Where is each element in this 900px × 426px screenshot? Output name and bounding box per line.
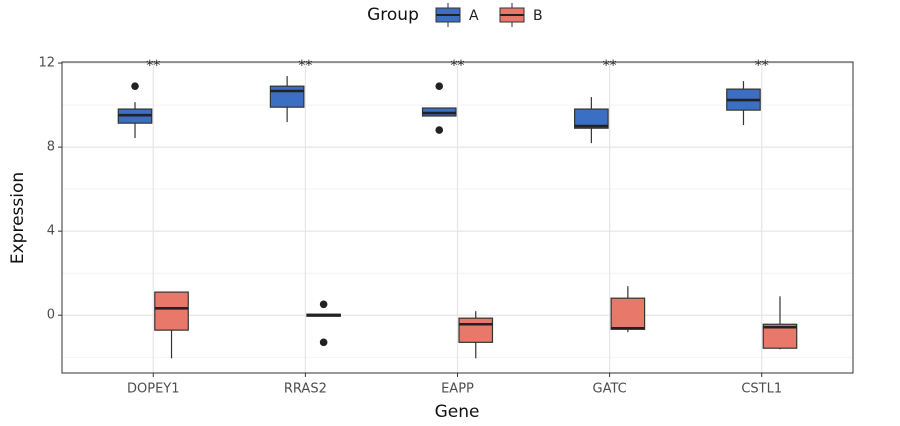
significance-label: ** — [451, 58, 465, 74]
y-tick-label: 0 — [47, 308, 55, 323]
y-tick-label: 12 — [38, 56, 55, 71]
x-tick-label: RRAS2 — [284, 382, 327, 397]
significance-label: ** — [755, 58, 769, 74]
significance-label: ** — [603, 58, 617, 74]
box — [458, 317, 494, 343]
y-tick-label: 8 — [47, 140, 55, 155]
x-tick-label: CSTL1 — [741, 382, 782, 397]
x-tick-label: GATC — [593, 382, 627, 397]
legend-label: B — [533, 8, 543, 24]
x-tick-label: DOPEY1 — [127, 382, 180, 397]
legend-title: Group — [367, 5, 419, 25]
significance-label: ** — [146, 58, 160, 74]
significance-label: ** — [298, 58, 312, 74]
box — [610, 297, 646, 330]
box — [154, 291, 189, 331]
outlier — [319, 300, 328, 309]
outlier — [319, 338, 328, 347]
outlier — [131, 82, 139, 90]
box — [269, 85, 305, 108]
panel-border — [61, 61, 854, 374]
legend-label: A — [469, 8, 479, 24]
x-tick-label: EAPP — [441, 382, 474, 397]
box — [574, 108, 609, 129]
outlier — [435, 82, 444, 90]
outlier — [435, 126, 444, 134]
y-tick-label: 4 — [47, 224, 55, 239]
x-axis-title: Gene — [435, 402, 480, 422]
box — [762, 323, 798, 349]
y-axis-title: Expression — [8, 172, 28, 264]
